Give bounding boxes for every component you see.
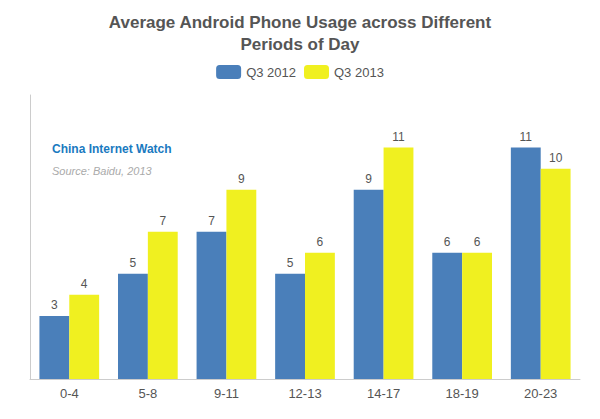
svg-text:Average Android Phone Usage ac: Average Android Phone Usage across Diffe… [109, 13, 492, 32]
svg-text:10: 10 [549, 151, 563, 165]
svg-text:18-19: 18-19 [446, 386, 479, 401]
svg-text:14-17: 14-17 [367, 386, 400, 401]
svg-text:4: 4 [81, 277, 88, 291]
svg-text:0-4: 0-4 [60, 386, 79, 401]
svg-text:Q3 2012: Q3 2012 [246, 65, 296, 80]
svg-text:5-8: 5-8 [138, 386, 157, 401]
svg-text:11: 11 [392, 130, 405, 144]
svg-text:7: 7 [208, 214, 215, 228]
svg-text:6: 6 [444, 235, 451, 249]
svg-text:3: 3 [51, 298, 58, 312]
svg-text:6: 6 [474, 235, 481, 249]
svg-text:6: 6 [317, 235, 324, 249]
svg-text:20-23: 20-23 [524, 386, 557, 401]
svg-text:Periods of Day: Periods of Day [240, 35, 360, 54]
svg-text:5: 5 [130, 256, 137, 270]
svg-text:9: 9 [238, 172, 245, 186]
svg-text:7: 7 [159, 214, 166, 228]
svg-text:12-13: 12-13 [288, 386, 321, 401]
svg-text:9-11: 9-11 [214, 386, 239, 401]
svg-text:5: 5 [287, 256, 294, 270]
svg-text:Source: Baidu, 2013: Source: Baidu, 2013 [52, 165, 153, 177]
svg-text:9: 9 [365, 172, 372, 186]
svg-text:Q3 2013: Q3 2013 [334, 65, 384, 80]
svg-text:China Internet Watch: China Internet Watch [52, 142, 172, 156]
svg-text:11: 11 [520, 130, 533, 144]
